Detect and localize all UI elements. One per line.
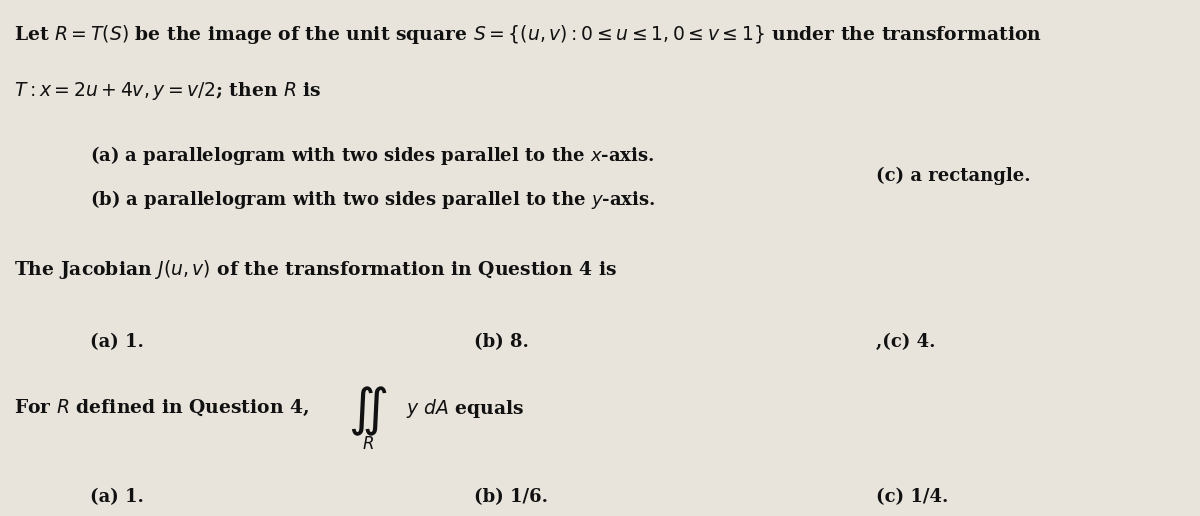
Text: (c) 1/4.: (c) 1/4. bbox=[876, 488, 948, 506]
Text: (c) a rectangle.: (c) a rectangle. bbox=[876, 167, 1031, 185]
Text: (a) 1.: (a) 1. bbox=[90, 488, 144, 506]
Text: $R$: $R$ bbox=[362, 436, 374, 453]
Text: (b) 1/6.: (b) 1/6. bbox=[474, 488, 548, 506]
Text: (a) a parallelogram with two sides parallel to the $x$-axis.: (a) a parallelogram with two sides paral… bbox=[90, 144, 654, 168]
Text: The Jacobian $J(u, v)$ of the transformation in Question 4 is: The Jacobian $J(u, v)$ of the transforma… bbox=[14, 258, 618, 281]
Text: For $R$ defined in Question 4,: For $R$ defined in Question 4, bbox=[14, 397, 310, 417]
Text: $y\ dA$ equals: $y\ dA$ equals bbox=[406, 397, 524, 421]
Text: (b) a parallelogram with two sides parallel to the $y$-axis.: (b) a parallelogram with two sides paral… bbox=[90, 188, 655, 212]
Text: (b) 8.: (b) 8. bbox=[474, 333, 529, 351]
Text: ,(c) 4.: ,(c) 4. bbox=[876, 333, 936, 351]
Text: $\iint$: $\iint$ bbox=[348, 384, 388, 438]
Text: (a) 1.: (a) 1. bbox=[90, 333, 144, 351]
Text: Let $R = T(S)$ be the image of the unit square $S = \{(u, v): 0 \leq u \leq 1, 0: Let $R = T(S)$ be the image of the unit … bbox=[14, 23, 1043, 46]
Text: $T: x = 2u + 4v, y = v/2$; then $R$ is: $T: x = 2u + 4v, y = v/2$; then $R$ is bbox=[14, 80, 322, 102]
